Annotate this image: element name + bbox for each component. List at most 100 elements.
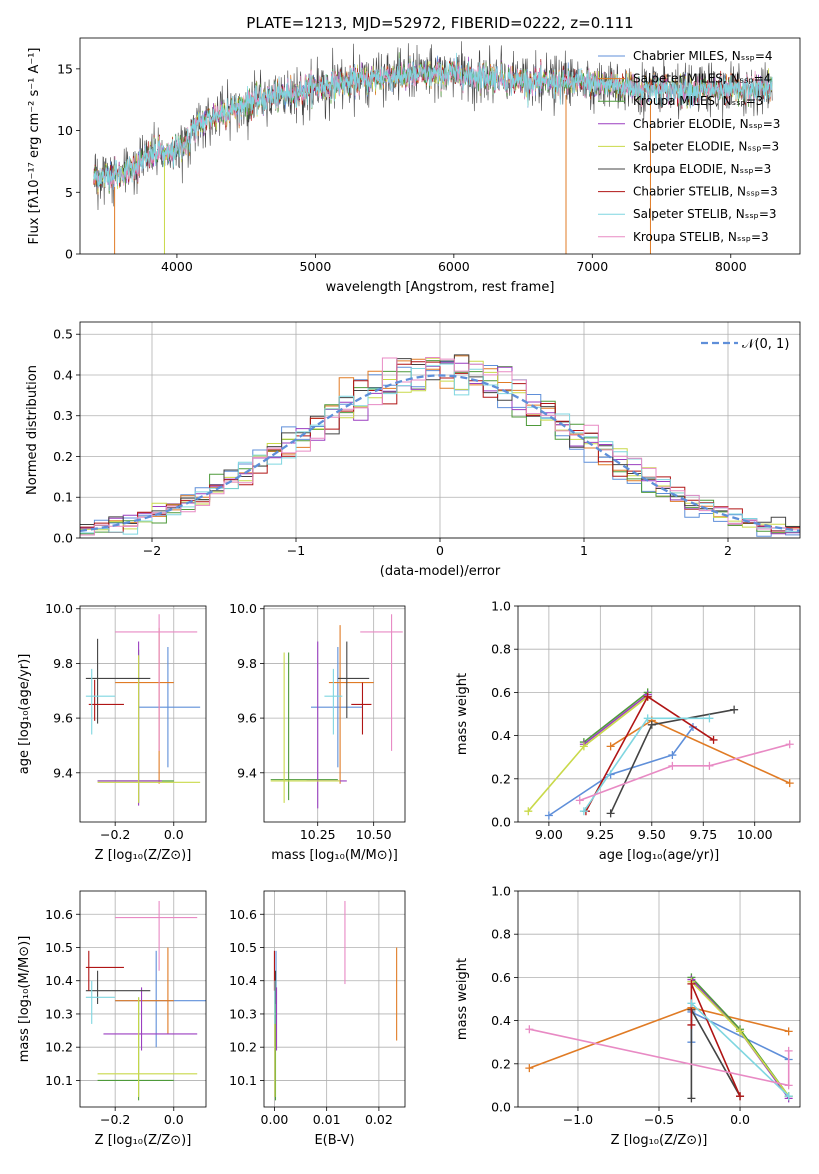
y-tick-label-4: 10.5 bbox=[45, 940, 73, 955]
y-tick-label-0: 0 bbox=[65, 247, 73, 262]
x-tick-label-3: 7000 bbox=[576, 259, 608, 274]
weight-marker-8-0 bbox=[525, 1025, 534, 1034]
axes-frame bbox=[79, 37, 801, 255]
y-tick-label-3: 10.4 bbox=[45, 973, 73, 988]
legend-label-5: Kroupa ELODIE, Nₛₛₚ=3 bbox=[633, 162, 771, 176]
y-tick-label-0: 0.0 bbox=[491, 1100, 511, 1115]
normal-curve bbox=[80, 374, 800, 533]
y-tick-label-0: 10.1 bbox=[229, 1073, 257, 1088]
x-axis-label: (data-model)/error bbox=[380, 564, 501, 579]
histogram-series-7 bbox=[80, 363, 800, 535]
weight-marker-8-3 bbox=[785, 740, 794, 749]
panel-mw_vs_age: 9.00 9.25 9.50 9.75 10.00 0.0 0.2 0.4 0.6 0.8 1.0 a… bbox=[455, 599, 801, 863]
weight-marker-1-0 bbox=[606, 742, 615, 751]
weight-marker-8-1 bbox=[784, 1081, 793, 1090]
y-axis-label: mass [log₁₀(M/M⊙)] bbox=[17, 936, 32, 1063]
y-tick-label-0: 0.0 bbox=[491, 815, 511, 830]
y-tick-label-2: 10.3 bbox=[229, 1006, 257, 1021]
panel-residuals: −2 −1 0 1 2 0.0 0.1 0.2 0.3 0.4 0.5 (data-model)/er… bbox=[25, 321, 801, 579]
y-tick-label-1: 0.1 bbox=[53, 490, 73, 505]
x-axis-label: age [log₁₀(age/yr)] bbox=[599, 848, 720, 863]
weight-series-4 bbox=[527, 696, 649, 812]
x-tick-label-0: 10.25 bbox=[300, 827, 336, 842]
legend-label-normal: 𝒩(0, 1) bbox=[742, 337, 789, 352]
x-axis-label: Z [log₁₀(Z/Z⊙)] bbox=[95, 848, 192, 863]
weight-marker-6-2 bbox=[736, 1092, 745, 1101]
y-tick-label-3: 0.6 bbox=[491, 970, 511, 985]
x-tick-label-1: 0.01 bbox=[313, 1112, 341, 1127]
axes-frame bbox=[263, 890, 406, 1108]
y-tick-label-2: 0.4 bbox=[491, 728, 511, 743]
x-tick-label-2: 6000 bbox=[438, 259, 470, 274]
x-axis-label: wavelength [Angstrom, rest frame] bbox=[326, 280, 555, 295]
x-tick-label-2: 0.0 bbox=[730, 1112, 750, 1127]
y-tick-label-1: 9.6 bbox=[237, 711, 257, 726]
weight-marker-6-1 bbox=[687, 979, 696, 988]
weight-marker-8-1 bbox=[668, 761, 677, 770]
x-tick-label-2: 0 bbox=[436, 543, 444, 558]
x-tick-label-0: −0.2 bbox=[100, 827, 130, 842]
weight-marker-7-1 bbox=[643, 714, 652, 723]
x-tick-label-0: −2 bbox=[143, 543, 161, 558]
panel-mass_vs_ebv: 0.00 0.01 0.02 10.1 10.2 10.3 10.4 10.5 10.6 E(B-… bbox=[229, 890, 406, 1148]
weight-marker-1-0 bbox=[525, 1064, 534, 1073]
y-tick-label-2: 9.8 bbox=[53, 656, 73, 671]
weight-marker-8-2 bbox=[784, 1046, 793, 1055]
weight-marker-1-2 bbox=[785, 779, 794, 788]
x-axis-label: E(B-V) bbox=[314, 1133, 354, 1148]
legend-label-7: Salpeter STELIB, Nₛₛₚ=3 bbox=[633, 207, 777, 221]
axes-frame bbox=[517, 890, 801, 1108]
x-tick-label-2: 0.02 bbox=[365, 1112, 393, 1127]
x-tick-label-0: 9.00 bbox=[535, 827, 563, 842]
weight-series-6 bbox=[585, 695, 714, 812]
spectrum-series-7 bbox=[93, 52, 773, 192]
weight-marker-0-2 bbox=[668, 751, 677, 760]
panel-mass_vs_z: −0.2 0.0 10.1 10.2 10.3 10.4 10.5 10.6 Z [log₁₀(… bbox=[17, 890, 207, 1148]
x-tick-label-1: 9.25 bbox=[586, 827, 614, 842]
y-tick-label-1: 10.2 bbox=[229, 1040, 257, 1055]
panel-age_vs_z: −0.2 0.0 9.4 9.6 9.8 10.0 Z [log₁₀(Z/Z⊙)] age [… bbox=[17, 601, 207, 863]
legend-label-8: Kroupa STELIB, Nₛₛₚ=3 bbox=[633, 230, 769, 244]
weight-marker-1-2 bbox=[784, 1027, 793, 1036]
y-tick-label-0: 9.4 bbox=[53, 765, 73, 780]
weight-series-8 bbox=[579, 743, 790, 802]
axes-frame bbox=[517, 605, 801, 823]
y-axis-label: mass weight bbox=[455, 673, 470, 755]
y-axis-label: Flux [fλ10⁻¹⁷ erg cm⁻² s⁻¹ A⁻¹] bbox=[27, 48, 42, 245]
weight-series-5 bbox=[609, 708, 735, 814]
x-tick-label-3: 1 bbox=[580, 543, 588, 558]
y-tick-label-1: 0.2 bbox=[491, 771, 511, 786]
weight-series-6 bbox=[690, 983, 741, 1097]
y-tick-label-2: 10.3 bbox=[45, 1006, 73, 1021]
x-tick-label-1: 10.50 bbox=[356, 827, 392, 842]
x-tick-label-0: −1.0 bbox=[563, 1112, 593, 1127]
weight-marker-6-0 bbox=[687, 1020, 696, 1029]
y-tick-label-3: 10.0 bbox=[45, 601, 73, 616]
x-axis-label: Z [log₁₀(Z/Z⊙)] bbox=[95, 1133, 192, 1148]
y-tick-label-1: 0.2 bbox=[491, 1056, 511, 1071]
histogram-series-6 bbox=[80, 361, 800, 533]
y-tick-label-4: 0.4 bbox=[53, 367, 73, 382]
x-tick-label-1: 5000 bbox=[299, 259, 331, 274]
weight-marker-5-1 bbox=[647, 720, 656, 729]
x-axis-label: Z [log₁₀(Z/Z⊙)] bbox=[611, 1133, 708, 1148]
y-tick-label-0: 10.1 bbox=[45, 1073, 73, 1088]
weight-marker-5-0 bbox=[687, 1094, 696, 1103]
y-tick-label-5: 10.6 bbox=[45, 907, 73, 922]
y-tick-label-3: 0.3 bbox=[53, 408, 73, 423]
weight-series-3 bbox=[583, 693, 649, 745]
weight-series-0 bbox=[548, 726, 694, 817]
weight-series-7 bbox=[690, 1002, 790, 1097]
weight-marker-7-0 bbox=[687, 999, 696, 1008]
x-tick-label-0: 0.00 bbox=[261, 1112, 289, 1127]
x-tick-label-4: 10.00 bbox=[737, 827, 773, 842]
legend-label-3: Chabrier ELODIE, Nₛₛₚ=3 bbox=[633, 117, 780, 131]
weight-marker-7-1 bbox=[784, 1092, 793, 1101]
legend-label-4: Salpeter ELODIE, Nₛₛₚ=3 bbox=[633, 139, 779, 153]
weight-marker-5-0 bbox=[606, 809, 615, 818]
weight-marker-4-0 bbox=[524, 807, 533, 816]
y-tick-label-0: 9.4 bbox=[237, 765, 257, 780]
x-tick-label-4: 2 bbox=[724, 543, 732, 558]
y-tick-label-4: 10.5 bbox=[229, 940, 257, 955]
